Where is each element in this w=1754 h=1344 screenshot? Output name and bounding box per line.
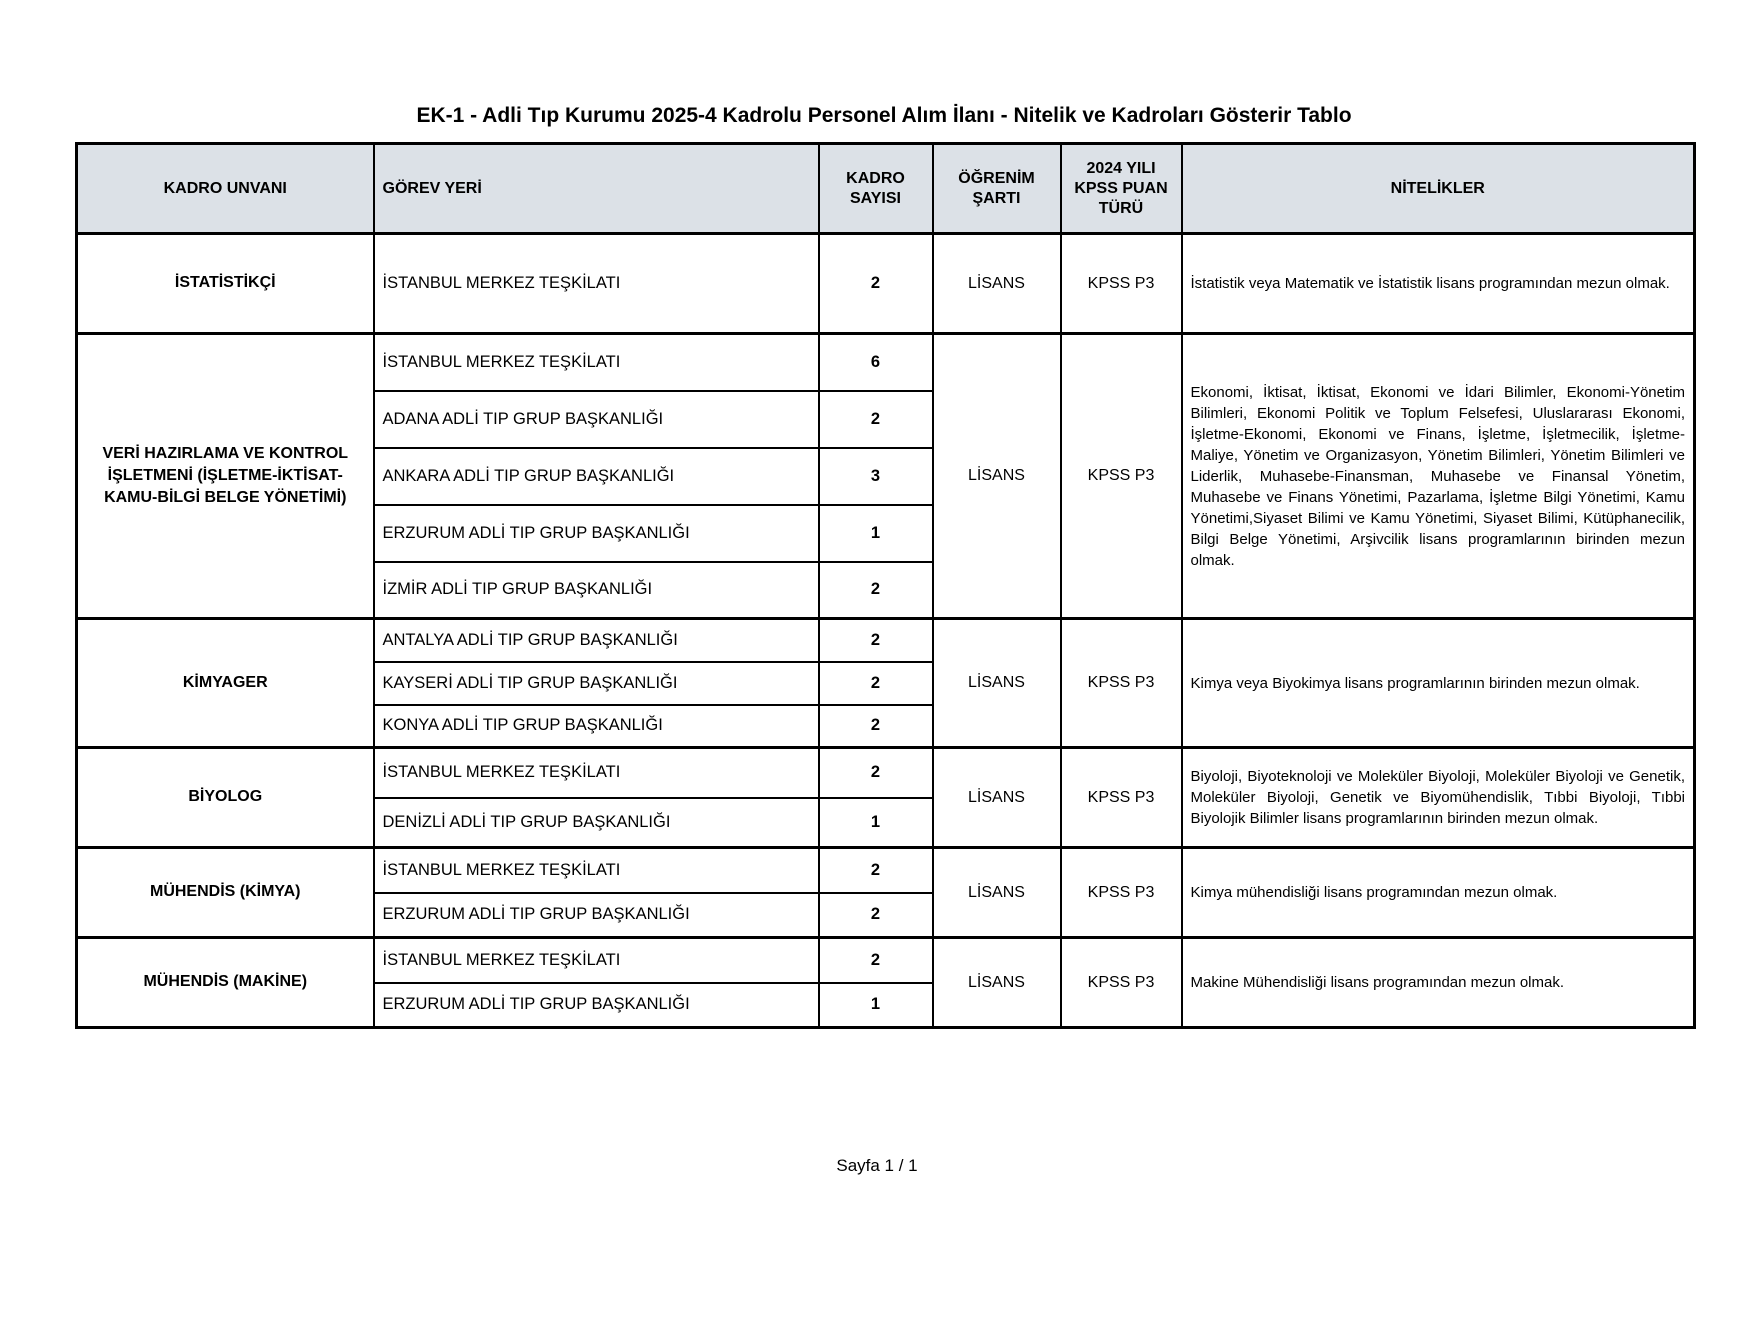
ogrenim-sarti-cell: LİSANS [931,617,1062,749]
kadro-sayisi-cell: 2 [817,846,934,894]
kpss-puan-turu-cell: KPSS P3 [1059,846,1183,939]
group-row: İSTATİSTİKÇİ İSTANBUL MERKEZ TEŞKİLATI 2 Lİ… [75,232,1696,335]
column-header-kadro-unvani: KADRO UNVANI [75,142,375,236]
gorev-yeri-cell: DENİZLİ ADLİ TIP GRUP BAŞKANLIĞI [372,796,820,849]
kadro-sayisi-cell: 1 [817,796,934,849]
nitelikler-cell: Makine Mühendisliği lisans programından … [1180,936,1696,1029]
gorev-yeri-cell: KAYSERİ ADLİ TIP GRUP BAŞKANLIĞI [372,660,820,706]
kadro-sayisi-cell: 3 [817,446,934,506]
nitelikler-cell: Biyoloji, Biyoteknoloji ve Moleküler Biy… [1180,746,1696,849]
gorev-yeri-cell: ANTALYA ADLİ TIP GRUP BAŞKANLIĞI [372,617,820,663]
kadro-sayisi-cell: 1 [817,981,934,1029]
ogrenim-sarti-cell: LİSANS [931,846,1062,939]
table-body: İSTATİSTİKÇİ İSTANBUL MERKEZ TEŞKİLATI 2 Lİ… [75,232,1696,1029]
location-row: ERZURUM ADLİ TIP GRUP BAŞKANLIĞI 1 [77,981,1695,1029]
location-row: ANKARA ADLİ TIP GRUP BAŞKANLIĞI 3 [77,446,1695,506]
page-footer: Sayfa 1 / 1 [836,1156,918,1176]
nitelikler-cell: Kimya veya Biyokimya lisans programların… [1180,617,1696,749]
group-row: KİMYAGER ANTALYA ADLİ TIP GRUP BAŞKANLIĞI… [75,617,1696,749]
kadro-sayisi-cell: 2 [817,746,934,799]
kadro-unvani-cell: BİYOLOG [75,746,375,849]
gorev-yeri-cell: ANKARA ADLİ TIP GRUP BAŞKANLIĞI [372,446,820,506]
kadro-sayisi-cell: 2 [817,560,934,620]
location-row: İZMİR ADLİ TIP GRUP BAŞKANLIĞI 2 [77,560,1695,620]
column-header-kpss-puan-turu: 2024 YILI KPSS PUAN TÜRÜ [1059,142,1183,236]
nitelikler-cell: Ekonomi, İktisat, İktisat, Ekonomi ve İd… [1180,332,1696,620]
gorev-yeri-cell: ADANA ADLİ TIP GRUP BAŞKANLIĞI [372,389,820,449]
gorev-yeri-cell: İSTANBUL MERKEZ TEŞKİLATI [372,936,820,984]
kadro-unvani-cell: İSTATİSTİKÇİ [75,232,375,335]
gorev-yeri-cell: İSTANBUL MERKEZ TEŞKİLATI [372,746,820,799]
location-row: ERZURUM ADLİ TIP GRUP BAŞKANLIĞI 2 [77,891,1695,939]
kpss-puan-turu-cell: KPSS P3 [1059,617,1183,749]
ogrenim-sarti-cell: LİSANS [931,232,1062,335]
kpss-puan-turu-cell: KPSS P3 [1059,332,1183,620]
kpss-puan-turu-cell: KPSS P3 [1059,746,1183,849]
column-header-gorev-yeri: GÖREV YERİ [372,142,820,236]
table-header: KADRO UNVANI GÖREV YERİ KADRO SAYISI ÖĞRENİ… [75,142,1696,236]
location-row: KAYSERİ ADLİ TIP GRUP BAŞKANLIĞI 2 [77,660,1695,706]
document-page: EK-1 - Adli Tıp Kurumu 2025-4 Kadrolu Pe… [75,104,1696,1176]
location-row: KONYA ADLİ TIP GRUP BAŞKANLIĞI 2 [77,703,1695,749]
ogrenim-sarti-cell: LİSANS [931,332,1062,620]
kadro-sayisi-cell: 2 [817,936,934,984]
group-row: MÜHENDİS (KİMYA) İSTANBUL MERKEZ TEŞKİLAT… [75,846,1696,939]
nitelikler-cell: İstatistik veya Matematik ve İstatistik … [1180,232,1696,335]
kpss-puan-turu-cell: KPSS P3 [1059,232,1183,335]
table-header-row: KADRO UNVANI GÖREV YERİ KADRO SAYISI ÖĞRENİ… [75,142,1696,236]
kadro-sayisi-cell: 2 [817,617,934,663]
group-row: BİYOLOG İSTANBUL MERKEZ TEŞKİLATI 2 LİSANS K… [75,746,1696,849]
nitelikler-cell: Kimya mühendisliği lisans programından m… [1180,846,1696,939]
column-header-kadro-sayisi: KADRO SAYISI [817,142,934,236]
gorev-yeri-cell: İZMİR ADLİ TIP GRUP BAŞKANLIĞI [372,560,820,620]
location-row: ADANA ADLİ TIP GRUP BAŞKANLIĞI 2 [77,389,1695,449]
group-row: VERİ HAZIRLAMA VE KONTROL İŞLETMENİ (İŞL… [75,332,1696,620]
kadro-unvani-cell: MÜHENDİS (KİMYA) [75,846,375,939]
gorev-yeri-cell: İSTANBUL MERKEZ TEŞKİLATI [372,846,820,894]
kadro-unvani-cell: MÜHENDİS (MAKİNE) [75,936,375,1029]
ogrenim-sarti-cell: LİSANS [931,936,1062,1029]
kpss-puan-turu-cell: KPSS P3 [1059,936,1183,1029]
kadro-sayisi-cell: 6 [817,332,934,392]
column-header-nitelikler: NİTELİKLER [1180,142,1696,236]
gorev-yeri-cell: ERZURUM ADLİ TIP GRUP BAŞKANLIĞI [372,981,820,1029]
ogrenim-sarti-cell: LİSANS [931,746,1062,849]
gorev-yeri-cell: İSTANBUL MERKEZ TEŞKİLATI [372,232,820,335]
kadro-sayisi-cell: 2 [817,891,934,939]
kadro-sayisi-cell: 1 [817,503,934,563]
gorev-yeri-cell: ERZURUM ADLİ TIP GRUP BAŞKANLIĞI [372,503,820,563]
gorev-yeri-cell: İSTANBUL MERKEZ TEŞKİLATI [372,332,820,392]
column-header-ogrenim-sarti: ÖĞRENİM ŞARTI [931,142,1062,236]
kadro-sayisi-cell: 2 [817,703,934,749]
kadro-sayisi-cell: 2 [817,660,934,706]
gorev-yeri-cell: KONYA ADLİ TIP GRUP BAŞKANLIĞI [372,703,820,749]
kadro-sayisi-cell: 2 [817,389,934,449]
group-row: MÜHENDİS (MAKİNE) İSTANBUL MERKEZ TEŞKİLA… [75,936,1696,1029]
page-title: EK-1 - Adli Tıp Kurumu 2025-4 Kadrolu Pe… [416,104,1352,127]
location-row: ERZURUM ADLİ TIP GRUP BAŞKANLIĞI 1 [77,503,1695,563]
kadro-unvani-cell: VERİ HAZIRLAMA VE KONTROL İŞLETMENİ (İŞL… [75,332,375,620]
job-positions-table: KADRO UNVANI GÖREV YERİ KADRO SAYISI ÖĞRENİ… [75,142,1696,1030]
location-row: DENİZLİ ADLİ TIP GRUP BAŞKANLIĞI 1 [77,796,1695,849]
gorev-yeri-cell: ERZURUM ADLİ TIP GRUP BAŞKANLIĞI [372,891,820,939]
kadro-sayisi-cell: 2 [817,232,934,335]
kadro-unvani-cell: KİMYAGER [75,617,375,749]
